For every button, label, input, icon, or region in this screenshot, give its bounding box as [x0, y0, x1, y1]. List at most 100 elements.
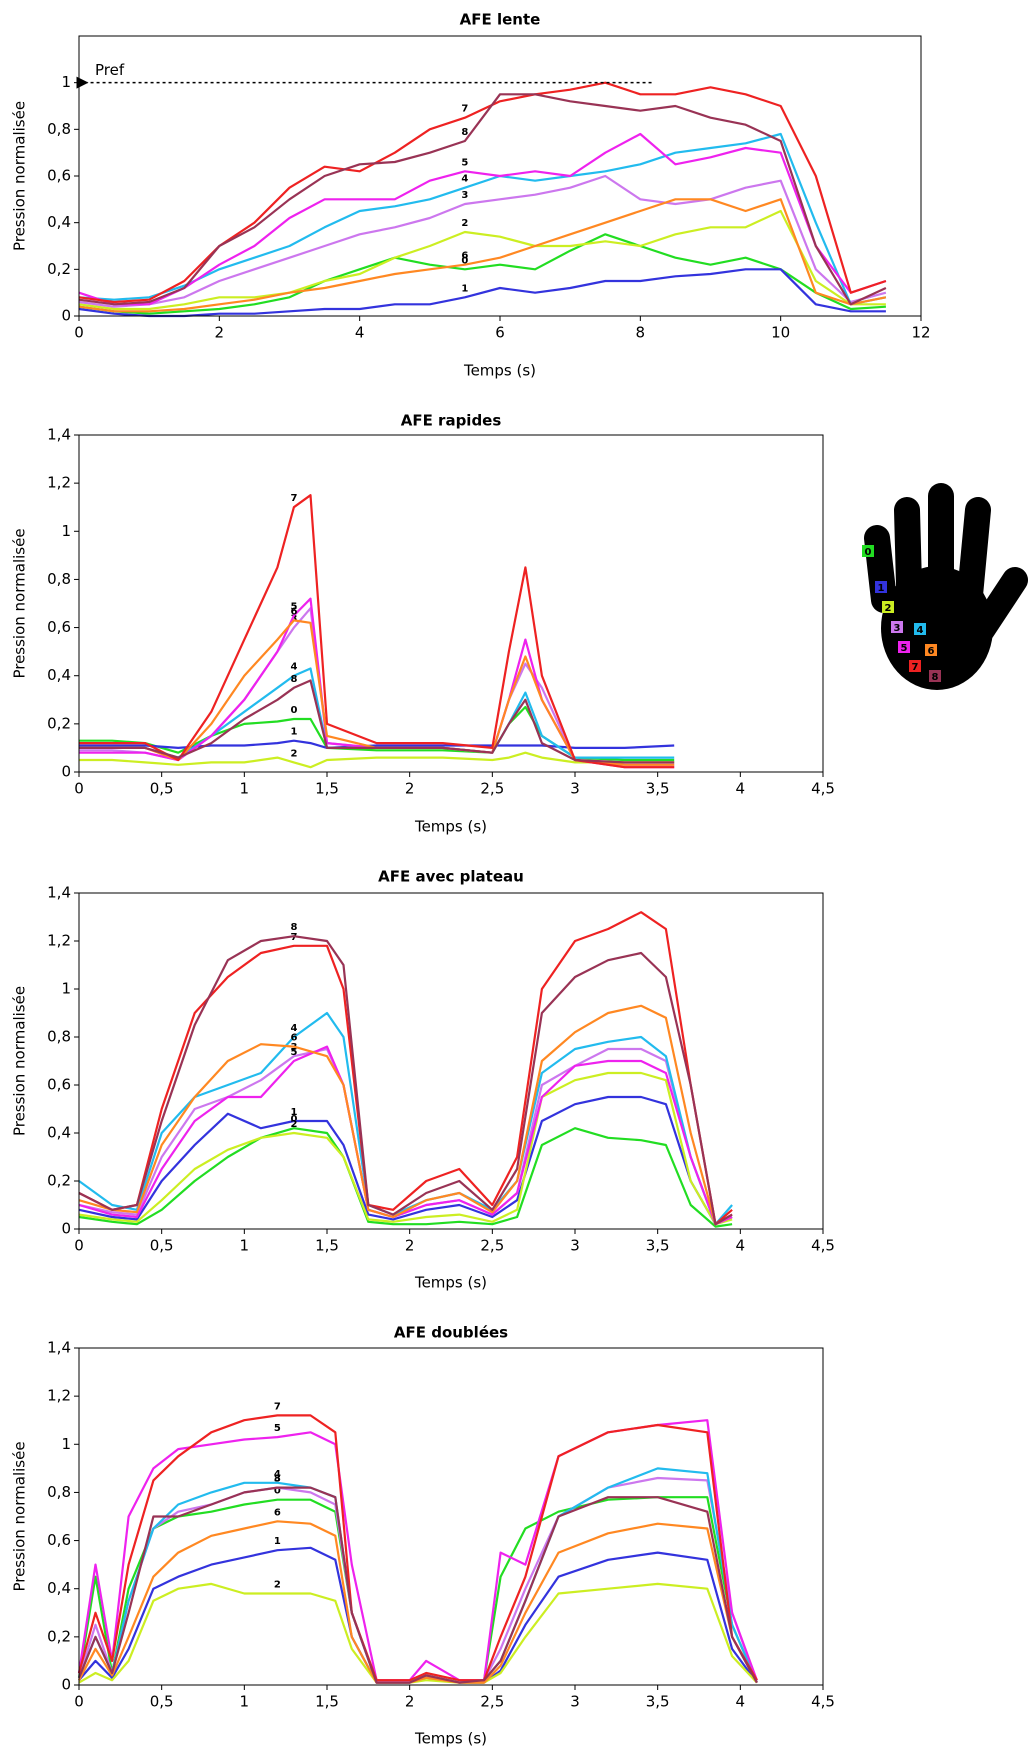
x-tick-label: 12	[911, 324, 930, 342]
sensor-label: 8	[932, 672, 939, 683]
sensor-marker	[891, 621, 903, 633]
data-line	[78, 935, 733, 1226]
sensor-label: 2	[885, 603, 892, 614]
chart-title: AFE avec plateau	[378, 868, 524, 886]
series-label: 3	[461, 190, 468, 201]
data-line	[79, 607, 675, 766]
x-axis-label: Temps (s)	[414, 1730, 487, 1748]
series-label: 8	[461, 127, 468, 138]
x-tick-label: 2	[215, 324, 225, 342]
y-tick-label: 0,4	[47, 1579, 71, 1597]
x-tick-label: 3,5	[646, 780, 670, 798]
series-label: 2	[290, 1119, 297, 1130]
y-tick-label: 0,8	[47, 570, 71, 588]
chart-title: AFE rapides	[401, 412, 502, 430]
series-label: 5	[461, 157, 468, 168]
sensor-label: 3	[894, 623, 901, 634]
y-axis-label: Pression normalisée	[11, 1441, 29, 1591]
sensor-label: 6	[928, 646, 935, 657]
y-tick-label: 1,4	[47, 1339, 71, 1357]
series-label: 8	[290, 922, 297, 933]
x-tick-label: 1,5	[315, 1237, 339, 1255]
y-tick-label: 0	[61, 307, 71, 325]
series-label: 6	[461, 251, 468, 262]
y-tick-label: 1,2	[47, 1387, 71, 1405]
data-line	[77, 1414, 758, 1682]
y-tick-label: 0	[61, 1676, 71, 1694]
series-label: 8	[274, 1474, 281, 1485]
x-tick-label: 3	[570, 1237, 580, 1255]
plot-frame	[78, 1347, 824, 1686]
y-tick-label: 1,2	[47, 932, 71, 950]
series-label: 5	[274, 1423, 281, 1434]
y-tick-label: 0,4	[47, 666, 71, 684]
x-tick-label: 1	[240, 780, 250, 798]
y-tick-label: 0,4	[47, 213, 71, 231]
x-tick-label: 1	[240, 1237, 250, 1255]
sensor-marker	[925, 644, 937, 656]
plot-frame	[78, 35, 922, 317]
series-label: 8	[290, 674, 297, 685]
series-label: 1	[290, 1107, 297, 1118]
sensor-label: 5	[901, 643, 908, 654]
series-label: 4	[290, 1023, 297, 1034]
y-axis-label: Pression normalisée	[11, 101, 29, 251]
chart: AFE avec plateau Temps (s) Pression normal…	[11, 868, 835, 1292]
x-tick-label: 0	[74, 324, 84, 342]
x-tick-label: 8	[636, 324, 646, 342]
data-line	[78, 1127, 733, 1228]
x-tick-label: 0,5	[150, 1237, 174, 1255]
series-label: 5	[290, 602, 297, 613]
data-line	[78, 93, 887, 306]
series-label: 6	[290, 606, 297, 617]
series-label: 7	[461, 104, 468, 115]
y-tick-label: 0,2	[47, 714, 71, 732]
series-label: 0	[274, 1486, 281, 1497]
series-label: 7	[274, 1401, 281, 1412]
data-line	[77, 1486, 758, 1684]
y-tick-label: 0	[61, 1220, 71, 1238]
sensor-marker	[875, 581, 887, 593]
sensor-label: 0	[865, 547, 872, 558]
x-tick-label: 4	[736, 1693, 746, 1711]
y-tick-label: 1,2	[47, 474, 71, 492]
chart-title: AFE doublées	[394, 1324, 508, 1342]
data-line	[78, 132, 887, 306]
data-line	[77, 1476, 758, 1684]
chart: AFE lente Temps (s) Pression normalisée 0 0,…	[11, 11, 931, 380]
data-line	[79, 494, 675, 769]
y-tick-label: 0,8	[47, 120, 71, 138]
chart: AFE rapides Temps (s) Pression normalisée 0…	[11, 412, 835, 836]
series-label: 2	[461, 218, 468, 229]
series-label: 7	[290, 493, 297, 504]
y-tick-label: 0,4	[47, 1124, 71, 1142]
y-tick-label: 1,4	[47, 426, 71, 444]
data-line	[78, 1520, 758, 1684]
y-tick-label: 1	[61, 522, 71, 540]
hand-diagram: 0 123 45 67 8	[862, 483, 1028, 690]
x-tick-label: 2	[405, 1693, 415, 1711]
x-tick-label: 3	[570, 780, 580, 798]
x-tick-label: 4,5	[811, 780, 835, 798]
plot-frame	[78, 892, 824, 1230]
y-tick-label: 0,8	[47, 1028, 71, 1046]
data-line	[78, 1095, 733, 1226]
x-tick-label: 4	[736, 780, 746, 798]
data-line	[79, 679, 675, 764]
x-tick-label: 0	[74, 780, 84, 798]
data-line	[78, 198, 887, 313]
y-tick-label: 1	[61, 73, 71, 91]
series-label: 4	[290, 662, 297, 673]
x-tick-label: 2,5	[480, 780, 504, 798]
y-tick-label: 0,6	[47, 167, 71, 185]
x-tick-label: 2,5	[480, 1693, 504, 1711]
series-label: 4	[274, 1469, 281, 1480]
series-label: 1	[274, 1536, 281, 1547]
x-tick-label: 4,5	[811, 1693, 835, 1711]
x-tick-label: 1,5	[315, 1693, 339, 1711]
series-label: 1	[461, 283, 468, 294]
data-line	[78, 911, 733, 1226]
x-tick-label: 2,5	[480, 1237, 504, 1255]
